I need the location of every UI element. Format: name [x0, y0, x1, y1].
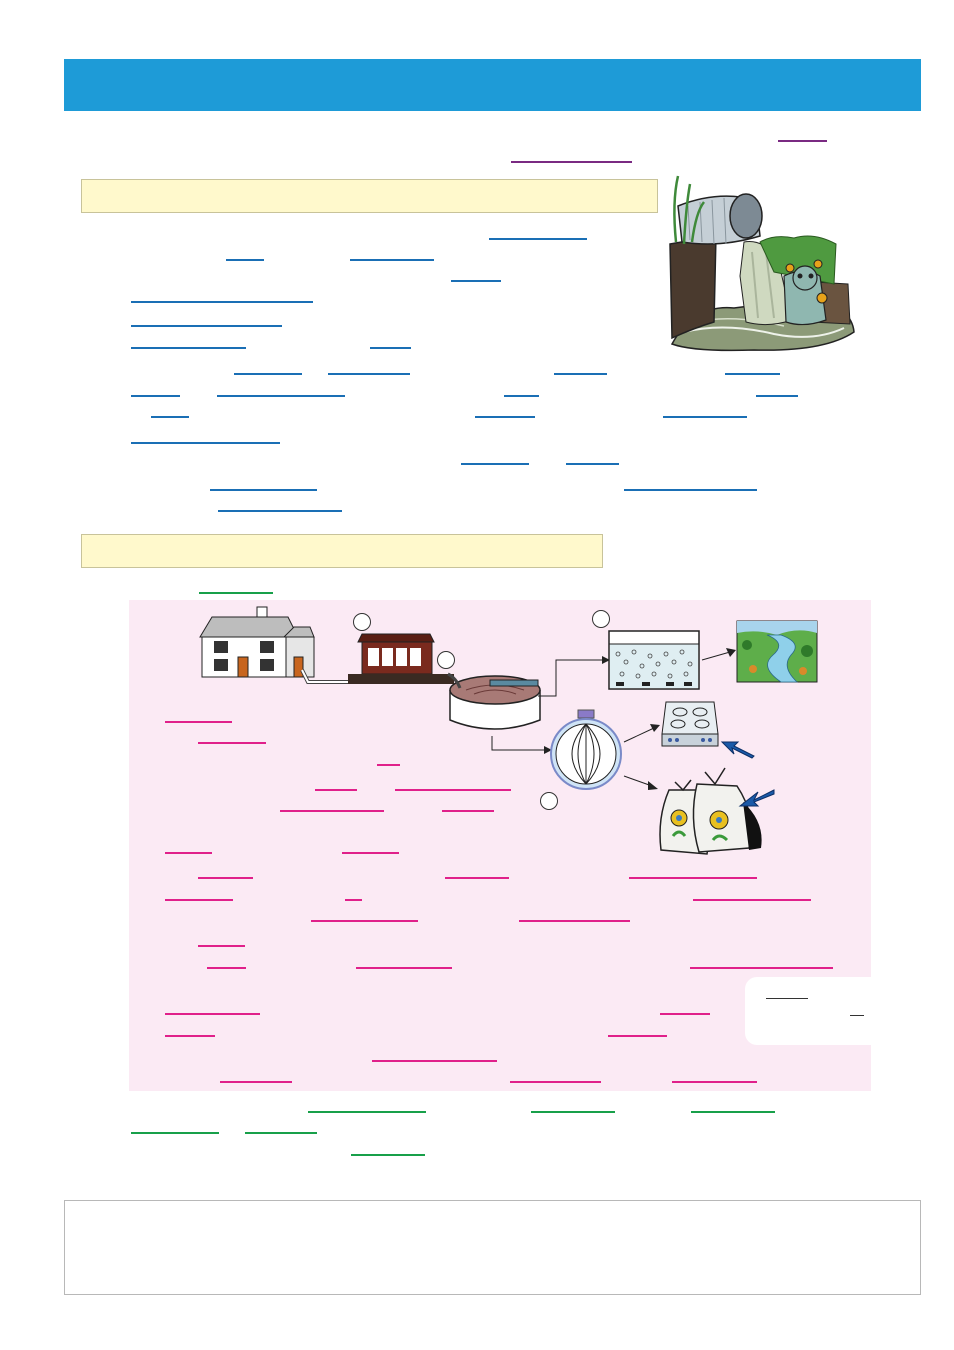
answer-blank[interactable] — [218, 510, 342, 512]
answer-blank[interactable] — [131, 1132, 219, 1134]
answer-blank[interactable] — [342, 852, 399, 854]
answer-blank[interactable] — [245, 1132, 317, 1134]
step-marker-3 — [592, 610, 610, 628]
blue-arrow-icon — [720, 741, 755, 759]
answer-blank[interactable] — [351, 1154, 425, 1156]
section-heading-box — [81, 179, 658, 213]
sewage-outfall-illustration — [669, 175, 855, 352]
note-line — [766, 998, 808, 999]
flow-arrow — [701, 648, 736, 661]
flow-arrow — [623, 724, 660, 743]
river-landscape-icon — [736, 620, 818, 683]
answer-blank[interactable] — [475, 416, 535, 418]
title-banner — [64, 59, 921, 111]
note-line — [850, 1015, 864, 1016]
answer-blank[interactable] — [220, 1081, 292, 1083]
answer-blank[interactable] — [165, 852, 212, 854]
answer-blank[interactable] — [445, 877, 509, 879]
answer-blank[interactable] — [131, 301, 313, 303]
answer-blank[interactable] — [451, 280, 501, 282]
answer-blank[interactable] — [461, 463, 529, 465]
answer-blank[interactable] — [693, 899, 811, 901]
answer-blank[interactable] — [315, 789, 357, 791]
answer-blank[interactable] — [198, 877, 253, 879]
answer-blank[interactable] — [377, 764, 400, 766]
answer-blank[interactable] — [199, 592, 273, 594]
answer-blank[interactable] — [663, 416, 747, 418]
answer-blank[interactable] — [165, 721, 232, 723]
flow-connector — [491, 736, 552, 754]
answer-blank[interactable] — [725, 373, 780, 375]
answer-blank[interactable] — [531, 1111, 615, 1113]
answer-blank[interactable] — [131, 347, 246, 349]
answer-blank[interactable] — [207, 967, 246, 969]
answer-blank[interactable] — [345, 899, 362, 901]
answer-blank[interactable] — [778, 140, 827, 142]
step-marker-4 — [540, 792, 558, 810]
answer-blank[interactable] — [280, 810, 384, 812]
answer-blank[interactable] — [554, 373, 607, 375]
answer-blank[interactable] — [489, 238, 587, 240]
house-icon — [199, 606, 315, 678]
answer-blank[interactable] — [350, 259, 434, 261]
answer-blank[interactable] — [691, 1111, 775, 1113]
screening-building-icon — [348, 633, 454, 684]
answer-blank[interactable] — [629, 877, 757, 879]
blue-arrow-icon — [738, 789, 775, 807]
answer-blank[interactable] — [510, 1081, 601, 1083]
answer-blank[interactable] — [131, 325, 282, 327]
answer-blank[interactable] — [210, 489, 317, 491]
answer-blank[interactable] — [660, 1013, 710, 1015]
answer-blank[interactable] — [608, 1035, 667, 1037]
answer-blank[interactable] — [151, 416, 189, 418]
answer-blank[interactable] — [165, 899, 233, 901]
answer-blank[interactable] — [511, 161, 632, 163]
answer-blank[interactable] — [198, 945, 245, 947]
answer-blank[interactable] — [328, 373, 410, 375]
step-marker-1 — [353, 613, 371, 631]
answer-blank[interactable] — [131, 442, 280, 444]
answer-blank[interactable] — [442, 810, 494, 812]
answer-blank[interactable] — [131, 395, 180, 397]
aeration-tank-icon — [608, 630, 700, 690]
answer-blank[interactable] — [356, 967, 452, 969]
answer-blank[interactable] — [504, 395, 539, 397]
answer-blank[interactable] — [519, 920, 630, 922]
answer-blank[interactable] — [234, 373, 302, 375]
answer-blank[interactable] — [624, 489, 757, 491]
answer-blank[interactable] — [226, 259, 264, 261]
digester-sphere-icon — [550, 709, 622, 790]
answer-blank[interactable] — [311, 920, 418, 922]
answer-blank[interactable] — [566, 463, 619, 465]
answer-blank[interactable] — [372, 1060, 497, 1062]
answer-blank[interactable] — [395, 789, 511, 791]
answer-blank[interactable] — [165, 1035, 215, 1037]
flow-arrow — [623, 775, 658, 790]
sewer-pipe — [300, 669, 360, 684]
flow-connector — [538, 656, 610, 697]
settling-tank-icon — [447, 672, 541, 730]
answer-box[interactable] — [64, 1200, 921, 1295]
answer-blank[interactable] — [756, 395, 798, 397]
answer-blank[interactable] — [690, 967, 833, 969]
gas-cooker-icon — [661, 701, 719, 747]
answer-blank[interactable] — [217, 395, 345, 397]
answer-blank[interactable] — [165, 1013, 260, 1015]
answer-blank[interactable] — [370, 347, 411, 349]
fertiliser-bags-icon — [659, 767, 762, 855]
section-heading-box — [81, 534, 603, 568]
answer-blank[interactable] — [672, 1081, 757, 1083]
answer-blank[interactable] — [308, 1111, 426, 1113]
note-box — [745, 977, 885, 1045]
answer-blank[interactable] — [198, 742, 266, 744]
step-marker-2 — [437, 651, 455, 669]
